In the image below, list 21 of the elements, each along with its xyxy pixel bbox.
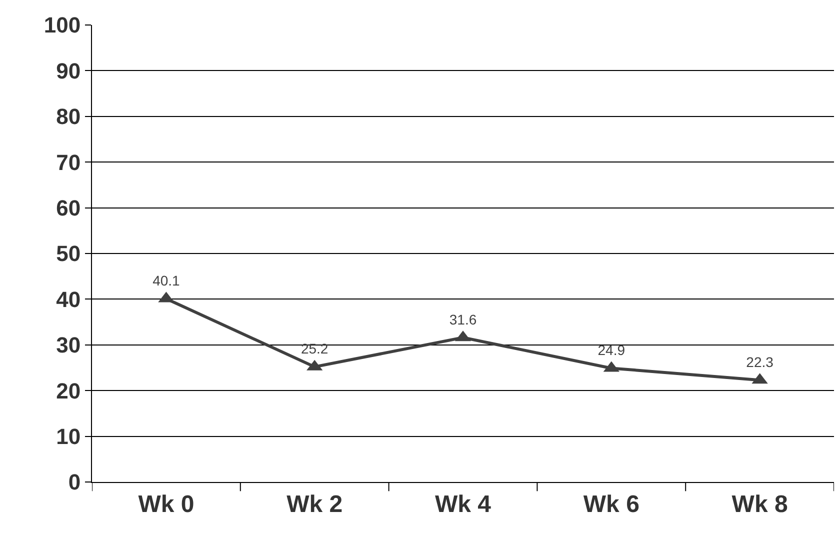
x-tick-label: Wk 8 (732, 490, 788, 518)
y-tick-label: 10 (56, 424, 81, 449)
y-tick-label: 50 (56, 241, 81, 266)
data-label: 22.3 (746, 354, 774, 370)
y-tick-label: 70 (56, 150, 81, 175)
y-tick-label: 20 (56, 378, 81, 404)
data-label: 24.9 (598, 342, 626, 358)
y-tick-label: 90 (56, 58, 81, 84)
x-tick-label: Wk 6 (583, 490, 640, 518)
y-tick-label: 30 (56, 332, 81, 358)
data-label: 25.2 (300, 340, 328, 357)
y-tick-label: 100 (44, 12, 81, 38)
y-tick-label: 40 (56, 286, 81, 312)
x-tick-label: Wk 2 (286, 490, 343, 518)
data-label: 31.6 (449, 311, 477, 328)
x-tick-label: Wk 4 (434, 490, 492, 518)
y-tick-label: 80 (56, 104, 81, 130)
y-tick-label: 60 (56, 196, 81, 220)
x-tick-label: Wk 0 (138, 490, 194, 518)
y-tick-label: 0 (68, 470, 81, 495)
data-label: 40.1 (152, 272, 180, 288)
